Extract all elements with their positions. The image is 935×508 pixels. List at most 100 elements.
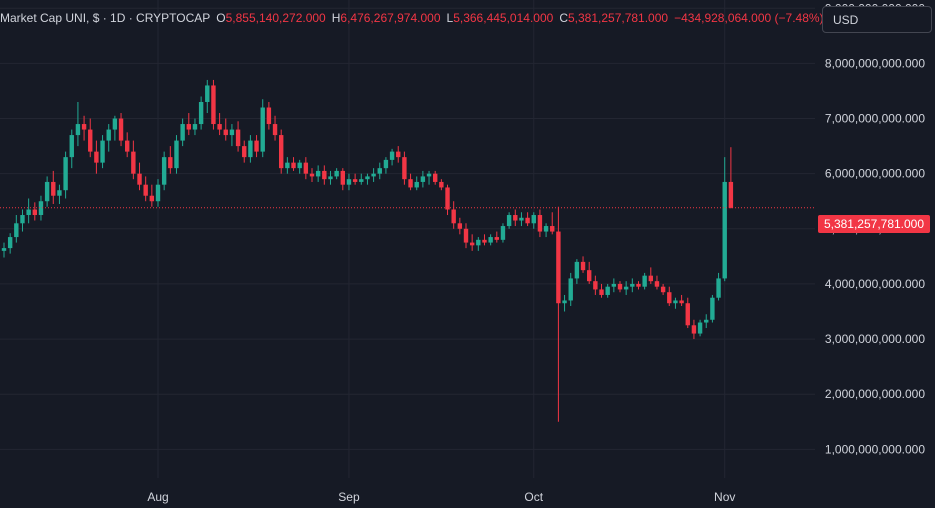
- x-tick-label: Sep: [338, 490, 360, 504]
- currency-button[interactable]: USD: [822, 6, 932, 33]
- candle: [272, 115, 278, 141]
- legend-title: Market Cap UNI, $ · 1D · CRYPTOCAP: [0, 11, 211, 25]
- candle: [88, 118, 93, 158]
- candle-body: [476, 239, 481, 246]
- candle-body: [352, 179, 358, 182]
- last-price-label: 5,381,257,781.000: [818, 215, 930, 233]
- candle-body: [125, 140, 130, 152]
- candle-body: [691, 325, 697, 334]
- candle: [26, 198, 31, 224]
- candle-body: [51, 181, 56, 196]
- candle-body: [543, 226, 549, 232]
- candle: [599, 283, 604, 298]
- candle-body: [75, 124, 81, 136]
- candle-body: [642, 275, 647, 287]
- candle: [377, 162, 382, 180]
- y-tick-label: 1,000,000,000.000: [825, 442, 925, 456]
- candle-body: [315, 170, 321, 177]
- candle-body: [679, 300, 684, 304]
- candle: [7, 233, 13, 254]
- candle: [63, 151, 68, 199]
- candle: [525, 212, 530, 227]
- candle-body: [617, 283, 623, 290]
- candle: [192, 118, 198, 136]
- candle: [100, 135, 105, 169]
- candle-body: [710, 297, 715, 320]
- candle-body: [383, 159, 389, 169]
- candle: [550, 212, 555, 235]
- candle: [463, 223, 469, 249]
- candle-body: [100, 140, 105, 163]
- candle: [229, 124, 235, 147]
- candle: [106, 124, 111, 152]
- candle-body: [180, 124, 185, 141]
- candle: [365, 173, 370, 185]
- candle-body: [426, 173, 432, 177]
- candle: [143, 176, 148, 202]
- candle-body: [630, 283, 635, 287]
- candle: [254, 135, 259, 158]
- candle: [623, 281, 629, 295]
- candle: [125, 132, 130, 158]
- candle: [223, 118, 228, 141]
- candle: [81, 115, 87, 141]
- candle: [248, 135, 253, 163]
- candle: [205, 79, 210, 114]
- candle: [371, 168, 376, 182]
- candle-body: [7, 237, 13, 249]
- candle: [704, 314, 709, 329]
- candle-body: [69, 135, 74, 158]
- candle: [352, 173, 358, 185]
- legend-high-label: H: [331, 11, 341, 25]
- candle-body: [667, 292, 672, 304]
- candle: [174, 135, 179, 174]
- candle: [315, 165, 321, 182]
- y-tick-label: 6,000,000,000.000: [825, 167, 925, 181]
- candle-body: [81, 124, 87, 130]
- candle-body: [488, 237, 493, 243]
- x-axis: Aug Sep Oct Nov: [147, 490, 735, 504]
- candle-body: [648, 275, 653, 282]
- candle: [488, 234, 493, 246]
- candle: [1, 242, 7, 258]
- grid-lines: [0, 0, 815, 478]
- candle-body: [303, 162, 309, 174]
- candle: [433, 170, 438, 185]
- candle-body: [272, 124, 278, 136]
- candle-body: [94, 151, 99, 163]
- candle-body: [168, 157, 173, 169]
- candle-body: [531, 215, 536, 224]
- y-tick-label: 2,000,000,000.000: [825, 387, 925, 401]
- candle: [131, 140, 136, 180]
- candle: [482, 234, 487, 246]
- legend-close-value: 5,381,257,781.000: [567, 11, 669, 25]
- candle-body: [660, 286, 666, 293]
- candle: [303, 157, 309, 180]
- candle: [20, 209, 25, 232]
- candle-body: [205, 85, 210, 102]
- candle-body: [574, 261, 580, 279]
- candle: [51, 170, 56, 204]
- candle-body: [377, 168, 382, 174]
- candle-body: [457, 223, 463, 229]
- candle: [285, 157, 290, 174]
- candle: [69, 129, 74, 169]
- candle-body: [106, 129, 111, 141]
- candle-body: [439, 181, 444, 188]
- candle-body: [118, 118, 124, 141]
- candle-body: [685, 303, 690, 326]
- candle-body: [408, 179, 413, 188]
- candle-body: [248, 140, 253, 158]
- legend-low-label: L: [446, 11, 454, 25]
- candle: [519, 212, 524, 227]
- candle: [636, 281, 641, 290]
- candle: [359, 173, 364, 185]
- candle-body: [346, 179, 352, 185]
- candle: [297, 159, 302, 174]
- candle-body: [414, 181, 419, 188]
- candle-body: [322, 170, 327, 180]
- candle-body: [217, 124, 222, 130]
- candle-body: [242, 146, 247, 158]
- candle: [38, 195, 44, 221]
